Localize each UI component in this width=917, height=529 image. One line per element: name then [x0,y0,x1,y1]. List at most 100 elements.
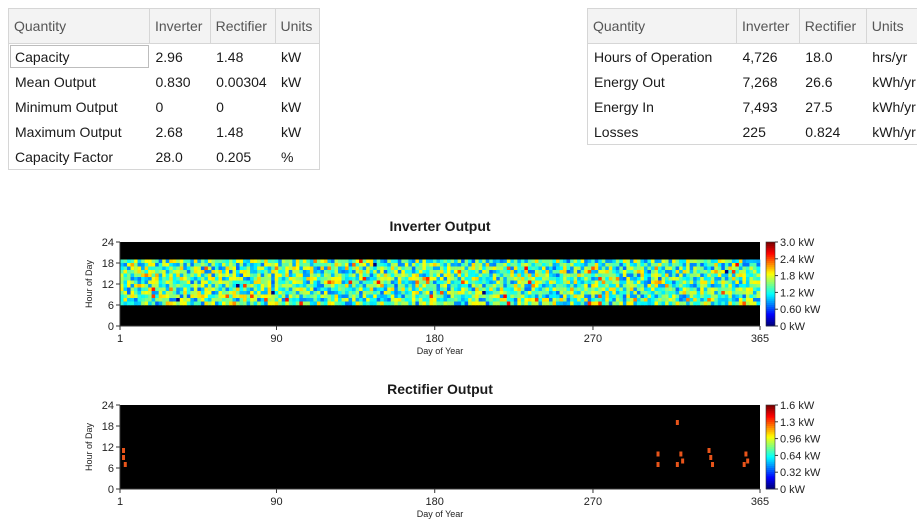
colorbar-label: 1.3 kW [780,417,815,429]
table-row[interactable]: Energy In 7,493 27.5 kWh/yr [588,94,917,119]
y-tick-label: 6 [108,300,114,312]
colorbar [766,405,775,490]
cell-inverter[interactable]: 225 [742,123,766,140]
heatmap-point [123,462,127,467]
rectifier-output-heatmap: 0 6 12 18 24 Hour of Day 1 90 180 270 365 Day of Ye… [84,400,821,519]
colorbar-label: 2.4 kW [780,254,815,266]
cell-quantity[interactable]: Minimum Output [15,98,118,115]
heatmap-point [122,455,126,460]
cell-quantity[interactable]: Hours of Operation [594,48,713,65]
cell-inverter[interactable]: 28.0 [155,148,183,165]
column-header-units[interactable]: Units [274,8,320,44]
colorbar-label: 1.2 kW [780,287,815,299]
cell-quantity[interactable]: Energy Out [594,73,665,90]
y-tick-label: 24 [102,400,114,412]
table-row[interactable]: Losses 225 0.824 kWh/yr [588,119,917,145]
x-tick-label: 90 [270,496,282,508]
cell-quantity[interactable]: Maximum Output [15,123,122,140]
cell-rectifier[interactable]: 0.205 [216,148,252,165]
cell-inverter[interactable]: 2.96 [155,48,183,65]
colorbar-label: 0.32 kW [780,467,821,479]
x-axis-label: Day of Year [417,346,464,356]
table-row[interactable]: Capacity Factor 28.0 0.205% [9,144,320,170]
x-tick-label: 180 [426,333,444,345]
colorbar-label: 1.8 kW [780,271,815,283]
y-tick-label: 0 [108,321,114,333]
heatmap-point [656,451,660,457]
colorbar-label: 0 kW [780,321,806,333]
colorbar-label: 0 kW [780,484,806,496]
cell-units[interactable]: kWh/yr [872,73,916,90]
column-header-rectifier[interactable]: Rectifier [798,8,867,44]
cell-inverter[interactable]: 7,268 [742,73,778,90]
inverter-chart-title: Inverter Output [389,218,491,234]
heatmap-point [122,448,126,453]
cell-rectifier[interactable]: 0.00304 [216,73,267,90]
cell-rectifier[interactable]: 1.48 [216,123,244,140]
cell-quantity[interactable]: Energy In [594,98,654,115]
heatmap-point [746,458,750,464]
table-row[interactable]: Capacity 2.96 1.48 kW [9,44,320,70]
column-header-units[interactable]: Units [865,8,917,44]
column-header-rectifier[interactable]: Rectifier [209,8,276,44]
colorbar [766,242,775,327]
heatmap-point [679,451,683,457]
column-header-inverter[interactable]: Inverter [736,8,800,44]
colorbar-label: 0.96 kW [780,434,821,446]
colorbar-label: 0.60 kW [780,304,821,316]
column-header-quantity[interactable]: Quantity [8,8,150,44]
cell-units[interactable]: kW [281,123,302,140]
heatmap-point [709,455,713,460]
y-tick-label: 6 [108,463,114,475]
colorbar-label: 3.0 kW [780,237,815,249]
cell-units[interactable]: kWh/yr [872,123,916,140]
cell-inverter[interactable]: 2.68 [155,123,183,140]
cell-units[interactable]: kW [281,73,302,90]
table-row[interactable]: Minimum Output 0 0 kW [9,94,320,119]
table-header-row: Quantity Inverter Rectifier Units [8,8,320,44]
heatmap-point [711,462,715,467]
summary-table-right: Quantity Inverter Rectifier Units Hours … [587,8,917,145]
table-header-row: Quantity Inverter Rectifier Units [587,8,917,44]
cell-quantity[interactable]: Mean Output [15,73,96,90]
rectifier-chart-title: Rectifier Output [387,381,493,397]
cell-units[interactable]: % [281,148,294,165]
cell-units[interactable]: kW [281,98,302,115]
cell-units[interactable]: hrs/yr [872,48,908,65]
cell-inverter[interactable]: 4,726 [742,48,778,65]
cell-quantity[interactable]: Losses [594,123,639,140]
heatmap-point [675,462,679,467]
table-row[interactable]: Hours of Operation 4,726 18.0 hrs/yr [588,44,917,70]
y-tick-label: 24 [102,237,114,249]
column-header-quantity[interactable]: Quantity [587,8,737,44]
y-axis-label: Hour of Day [84,259,94,308]
table-row[interactable]: Energy Out 7,268 26.6 kWh/yr [588,69,917,94]
colorbar-label: 0.64 kW [780,450,821,462]
cell-rectifier[interactable]: 0 [216,98,224,115]
table-row[interactable]: Maximum Output 2.68 1.48 kW [9,119,320,144]
cell-rectifier[interactable]: 0.824 [805,123,841,140]
heatmap-point [675,420,679,425]
heatmap-point [681,458,685,464]
y-axis-label: Hour of Day [84,422,94,471]
column-header-inverter[interactable]: Inverter [149,8,211,44]
cell-quantity[interactable]: Capacity [9,44,150,70]
cell-rectifier[interactable]: 26.6 [805,73,833,90]
summary-table-left: Quantity Inverter Rectifier Units Capaci… [8,8,320,170]
table-row[interactable]: Mean Output 0.830 0.00304 kW [9,69,320,94]
cell-inverter[interactable]: 0 [155,98,164,115]
cell-rectifier[interactable]: 1.48 [216,48,244,65]
heatmap-point [656,462,660,467]
cell-quantity[interactable]: Capacity Factor [15,148,114,165]
cell-rectifier[interactable]: 27.5 [805,98,833,115]
heatmap-point [744,451,748,457]
cell-units[interactable]: kWh/yr [872,98,916,115]
cell-inverter[interactable]: 7,493 [742,98,778,115]
y-tick-label: 0 [108,484,114,496]
cell-inverter[interactable]: 0.830 [155,73,191,90]
x-tick-label: 1 [117,333,123,345]
heatmap-plot-area [120,405,760,489]
cell-units[interactable]: kW [281,48,302,65]
cell-rectifier[interactable]: 18.0 [805,48,833,65]
y-tick-label: 12 [102,442,114,454]
